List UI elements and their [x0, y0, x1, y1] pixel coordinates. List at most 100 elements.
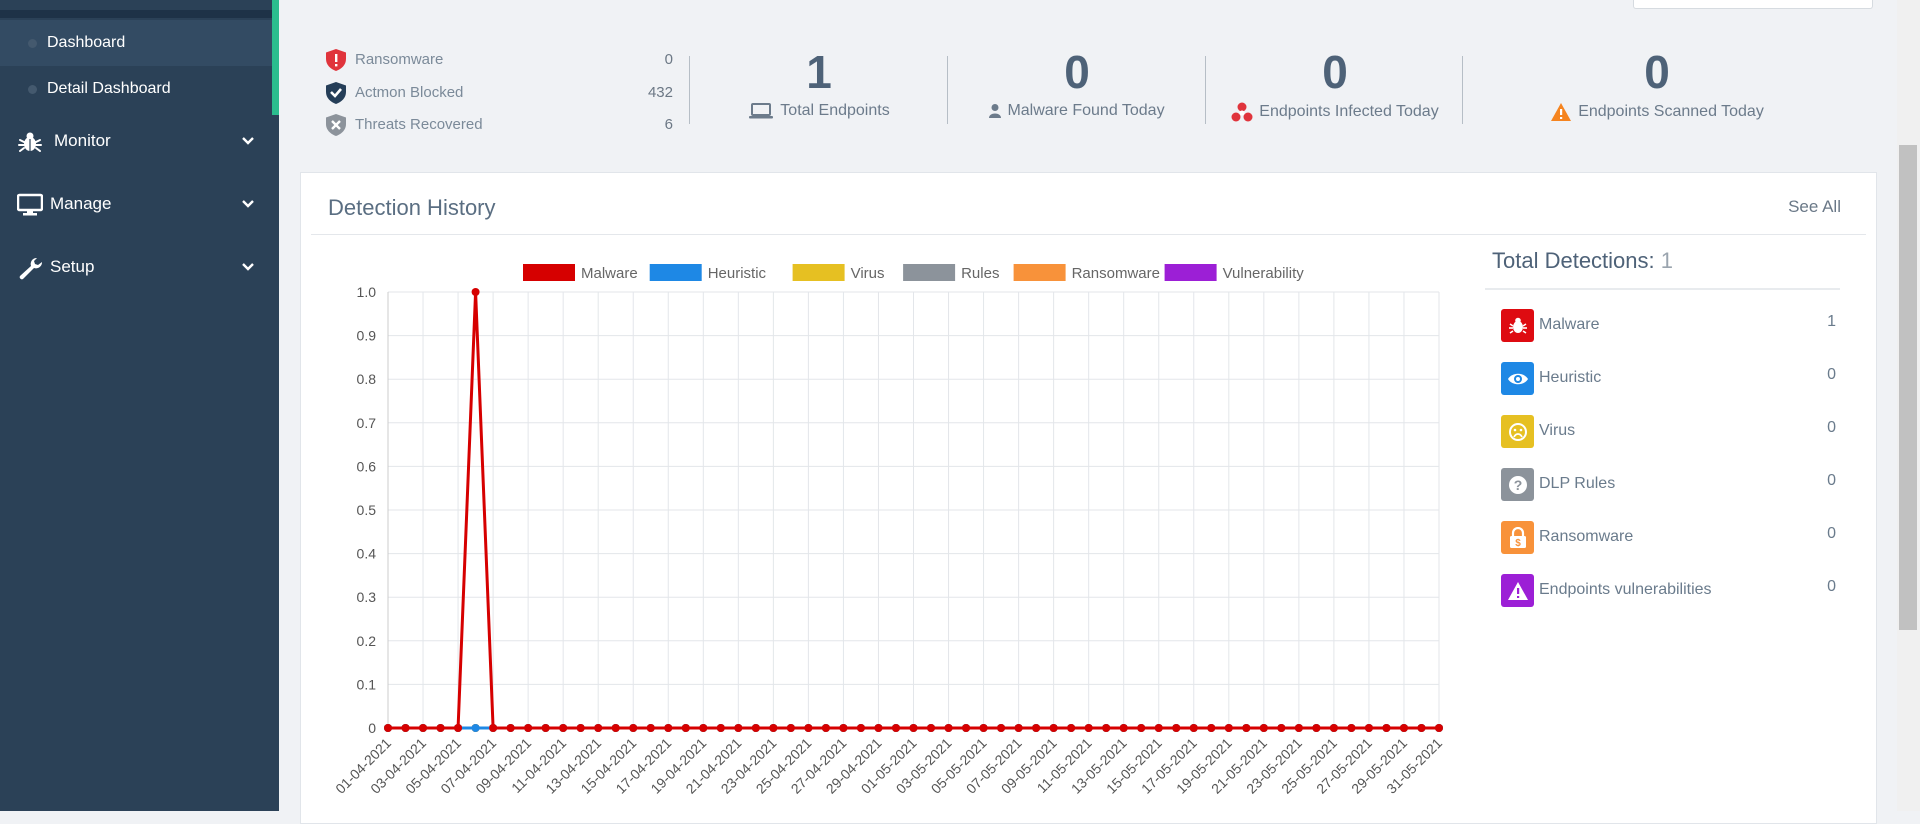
totals-heading-count: 1: [1660, 248, 1674, 273]
sidebar-item-label: Setup: [50, 257, 95, 276]
data-point: [681, 724, 690, 732]
data-point: [471, 724, 480, 732]
data-point: [1277, 724, 1286, 732]
bullet-icon: [28, 84, 37, 94]
detection-row-malware: Malware 1: [1501, 309, 1836, 349]
detection-value: 1: [1827, 313, 1836, 330]
shield-alert-icon: [326, 49, 346, 71]
legend-item-malware[interactable]: Malware: [523, 264, 638, 282]
stat-label: Endpoints Scanned Today: [1578, 103, 1764, 120]
stat-endpoints-infected-today: 0 Endpoints Infected Today: [1210, 44, 1460, 122]
lock-dollar-icon: $: [1501, 521, 1534, 554]
sidebar-item-monitor[interactable]: Monitor: [0, 115, 279, 169]
y-tick-label: 0.8: [357, 371, 377, 387]
y-tick-label: 0.2: [357, 633, 377, 649]
legend-item-vulnerability[interactable]: Vulnerability: [1164, 264, 1305, 282]
threat-value: 0: [664, 51, 673, 68]
legend-swatch: [792, 264, 845, 281]
legend-item-heuristic[interactable]: Heuristic: [649, 264, 767, 282]
sidebar-item-label: Monitor: [54, 131, 111, 150]
sidebar-item-label: Detail Dashboard: [47, 80, 171, 97]
detection-label: Ransomware: [1539, 528, 1634, 545]
sidebar-item-dashboard[interactable]: Dashboard: [0, 20, 272, 66]
chevron-down-icon: [242, 200, 254, 208]
sidebar-item-manage[interactable]: Manage: [0, 178, 279, 232]
active-accent-bar: [272, 0, 279, 115]
data-point: [927, 724, 936, 732]
data-point: [646, 724, 655, 732]
threat-label: Actmon Blocked: [355, 84, 464, 101]
data-point: [909, 724, 918, 732]
threat-row-ransomware: Ransomware 0: [325, 46, 675, 72]
data-point: [1137, 724, 1146, 732]
detection-value: 0: [1827, 525, 1836, 542]
data-point: [944, 724, 953, 732]
shield-check-icon: [326, 82, 346, 104]
stat-value: 1: [806, 46, 832, 98]
bug-icon: [18, 132, 42, 152]
stat-malware-found-today: 0 Malware Found Today: [952, 44, 1202, 120]
data-point: [997, 724, 1006, 732]
sidebar-item-detail-dashboard[interactable]: Detail Dashboard: [0, 66, 272, 112]
data-point: [1154, 724, 1163, 732]
stat-value: 0: [1644, 46, 1670, 98]
data-point: [699, 724, 708, 732]
sidebar-item-label: Manage: [50, 194, 112, 213]
data-point: [769, 724, 778, 732]
detection-label: Malware: [1539, 316, 1600, 333]
stat-value: 0: [1064, 46, 1090, 98]
data-point: [839, 724, 848, 732]
laptop-icon: [749, 103, 774, 119]
see-all-link[interactable]: See All: [1788, 197, 1841, 216]
detection-row-dlp-rules: ? DLP Rules 0: [1501, 468, 1836, 508]
detection-row-ransomware: $ Ransomware 0: [1501, 521, 1836, 561]
legend-item-rules[interactable]: Rules: [903, 264, 999, 282]
detection-value: 0: [1827, 472, 1836, 489]
stat-endpoints-scanned-today: 0 Endpoints Scanned Today: [1532, 44, 1782, 122]
y-tick-label: 0.7: [357, 415, 377, 431]
data-point: [401, 724, 410, 732]
stat-label: Malware Found Today: [1007, 102, 1165, 119]
stat-label: Endpoints Infected Today: [1259, 103, 1439, 120]
data-point: [856, 724, 865, 732]
sad-face-icon: [1501, 415, 1534, 448]
data-point: [1207, 724, 1216, 732]
data-point: [1242, 724, 1251, 732]
y-tick-label: 0.1: [357, 676, 377, 692]
sidebar-item-setup[interactable]: Setup: [0, 241, 279, 295]
legend-swatch: [1013, 264, 1066, 281]
data-point: [891, 724, 900, 732]
data-point: [489, 724, 498, 732]
detection-value: 0: [1827, 366, 1836, 383]
detection-history-panel: Detection History See All Malware Heurist…: [300, 172, 1877, 824]
threat-row-threats-recovered: Threats Recovered 6: [325, 111, 675, 137]
data-point: [1119, 724, 1128, 732]
detection-label: Virus: [1539, 422, 1576, 439]
legend-item-virus[interactable]: Virus: [792, 264, 885, 282]
data-point: [804, 724, 813, 732]
svg-text:?: ?: [1513, 477, 1522, 493]
data-point: [384, 724, 392, 732]
data-point: [1364, 724, 1373, 732]
data-point: [1329, 724, 1338, 732]
data-point: [576, 724, 585, 732]
detection-value: 0: [1827, 578, 1836, 595]
data-point: [1435, 724, 1443, 732]
chevron-down-icon: [242, 263, 254, 271]
legend-item-ransomware[interactable]: Ransomware: [1013, 264, 1160, 282]
search-input[interactable]: [1633, 0, 1873, 9]
data-point: [1067, 724, 1076, 732]
legend-swatch: [903, 264, 956, 281]
y-tick-label: 1.0: [357, 284, 377, 300]
data-point: [1347, 724, 1356, 732]
legend-swatch: [1164, 264, 1217, 281]
scrollbar-thumb[interactable]: [1899, 145, 1917, 630]
y-tick-label: 0.5: [357, 502, 377, 518]
vertical-scrollbar[interactable]: [1897, 0, 1920, 811]
y-tick-label: 0.6: [357, 458, 377, 474]
data-point: [1417, 724, 1426, 732]
data-point: [1294, 724, 1303, 732]
data-point: [751, 724, 760, 732]
data-point: [962, 724, 971, 732]
data-point: [664, 724, 673, 732]
